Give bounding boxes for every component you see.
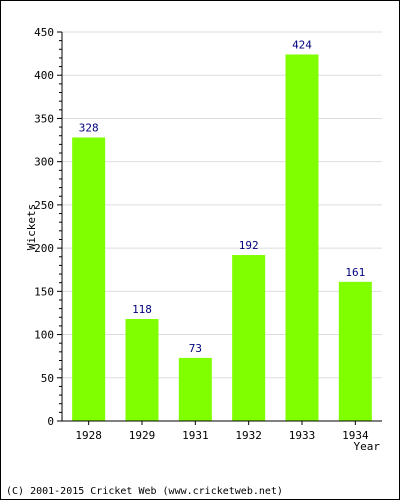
grid-lines: [62, 31, 382, 379]
bar-1931: [178, 357, 212, 421]
bar-1933: [285, 54, 319, 421]
y-tick-label: 400: [34, 69, 54, 82]
y-tick-label: 350: [34, 112, 54, 125]
y-tick-labels: 0 50 100 150 200 250 300 350 400 450: [34, 26, 54, 428]
value-label-1928: 328: [79, 121, 99, 134]
y-tick-label: 150: [34, 285, 54, 298]
bar-1929: [125, 318, 159, 421]
y-tick-label: 450: [34, 26, 54, 39]
x-tick-label-1929: 1929: [129, 429, 156, 442]
y-axis-title: Wickets: [25, 204, 38, 250]
x-tick-label-1932: 1932: [235, 429, 262, 442]
x-tick-label-1931: 1931: [182, 429, 209, 442]
x-tick-label-1934: 1934: [342, 429, 369, 442]
x-tick-label-1928: 1928: [75, 429, 102, 442]
y-tick-label: 100: [34, 329, 54, 342]
bar-1934: [338, 281, 372, 421]
value-label-1932: 192: [239, 239, 259, 252]
value-labels: 328 118 73 192 424 161: [79, 38, 366, 354]
value-label-1929: 118: [132, 303, 152, 316]
value-label-1933: 424: [292, 38, 312, 51]
y-tick-label: 200: [34, 242, 54, 255]
y-tick-label: 0: [47, 415, 54, 428]
x-tick-labels: 1928 1929 1931 1932 1933 1934: [75, 429, 369, 442]
x-tick-label-1933: 1933: [289, 429, 316, 442]
bars: [72, 54, 372, 421]
y-tick-label: 300: [34, 156, 54, 169]
bar-1932: [232, 255, 266, 421]
value-label-1934: 161: [345, 266, 365, 279]
bar-1928: [72, 137, 106, 421]
copyright-notice: (C) 2001-2015 Cricket Web (www.cricketwe…: [6, 486, 283, 497]
y-tick-label: 50: [41, 372, 54, 385]
value-label-1931: 73: [189, 342, 202, 355]
x-axis-title: Year: [354, 440, 381, 453]
y-tick-label: 250: [34, 199, 54, 212]
